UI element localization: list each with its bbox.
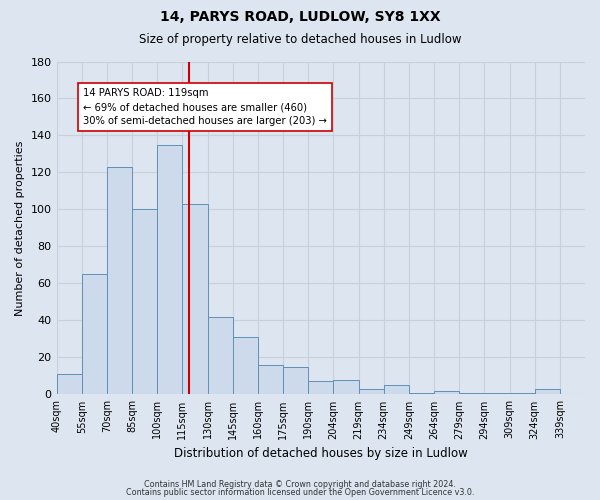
Text: 14, PARYS ROAD, LUDLOW, SY8 1XX: 14, PARYS ROAD, LUDLOW, SY8 1XX xyxy=(160,10,440,24)
Bar xyxy=(132,210,157,394)
Bar xyxy=(56,374,82,394)
Bar xyxy=(208,316,233,394)
Y-axis label: Number of detached properties: Number of detached properties xyxy=(15,140,25,316)
Bar xyxy=(157,144,182,394)
Bar xyxy=(434,390,459,394)
Bar xyxy=(308,382,334,394)
Bar xyxy=(509,392,535,394)
Bar xyxy=(484,392,509,394)
X-axis label: Distribution of detached houses by size in Ludlow: Distribution of detached houses by size … xyxy=(174,447,467,460)
Bar xyxy=(258,365,283,394)
Bar xyxy=(82,274,107,394)
Bar xyxy=(459,392,484,394)
Text: Contains public sector information licensed under the Open Government Licence v3: Contains public sector information licen… xyxy=(126,488,474,497)
Bar xyxy=(359,389,383,394)
Bar xyxy=(283,366,308,394)
Text: Contains HM Land Registry data © Crown copyright and database right 2024.: Contains HM Land Registry data © Crown c… xyxy=(144,480,456,489)
Bar xyxy=(334,380,359,394)
Text: 14 PARYS ROAD: 119sqm
← 69% of detached houses are smaller (460)
30% of semi-det: 14 PARYS ROAD: 119sqm ← 69% of detached … xyxy=(83,88,327,126)
Bar xyxy=(409,392,434,394)
Bar xyxy=(383,385,409,394)
Bar xyxy=(233,337,258,394)
Text: Size of property relative to detached houses in Ludlow: Size of property relative to detached ho… xyxy=(139,32,461,46)
Bar xyxy=(107,167,132,394)
Bar xyxy=(182,204,208,394)
Bar xyxy=(535,389,560,394)
